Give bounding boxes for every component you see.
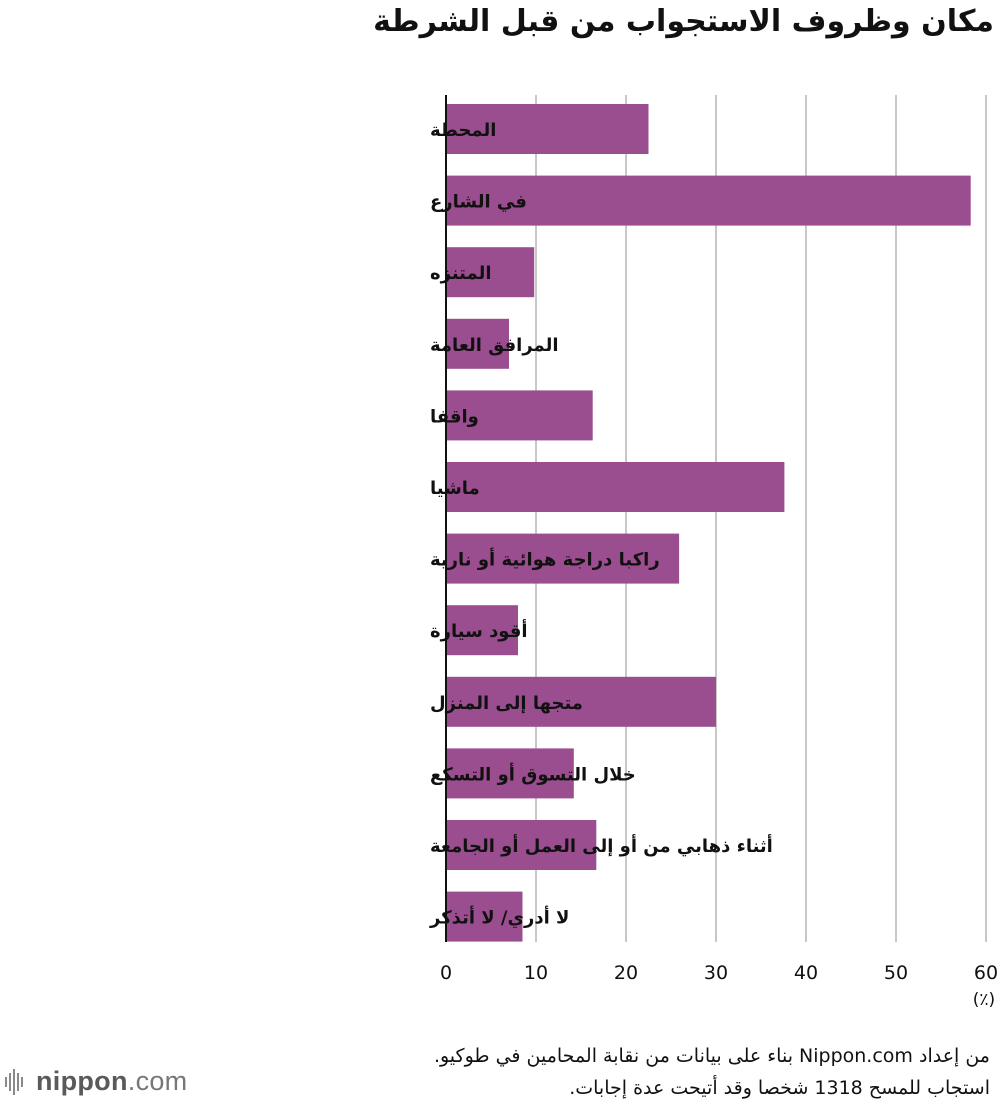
bar: [446, 462, 785, 512]
category-labels: المحطة في الشارع المتنزه المرافق العامة واقف…: [429, 120, 773, 929]
category-label: المرافق العامة: [430, 335, 559, 356]
category-label: أقود سيارة: [430, 619, 528, 642]
category-label: ماشيا: [430, 478, 480, 499]
x-axis-unit-label: (٪): [973, 990, 995, 1010]
bar: [446, 533, 680, 584]
bars: [446, 104, 971, 942]
footnote-source: من إعداد Nippon.com بناء على بيانات من ن…: [433, 1045, 990, 1067]
category-label: واقفا: [430, 406, 479, 427]
category-label: أثناء ذهابي من أو إلى العمل أو الجامعة: [430, 834, 773, 857]
x-tick-label: 50: [884, 962, 908, 984]
bar: [446, 676, 716, 727]
logo-name: nippon: [36, 1066, 128, 1096]
x-tick-label: 20: [614, 962, 638, 984]
x-tick-label: 60: [974, 962, 998, 984]
grid-lines: [535, 95, 987, 942]
category-label: خلال التسوق أو التسكع: [430, 762, 636, 785]
bar: [446, 390, 593, 441]
bar: [446, 104, 649, 154]
bar: [446, 175, 971, 226]
bar-chart: المحطة في الشارع المتنزه المرافق العامة واقف…: [429, 95, 998, 1010]
bar: [446, 605, 518, 656]
category-label: لا أدري/ لا أتذكر: [429, 906, 569, 929]
nippon-logo: nippon .com: [4, 1066, 187, 1097]
bar: [446, 247, 535, 298]
x-tick-label: 30: [704, 962, 728, 984]
bar: [446, 820, 597, 870]
category-label: متجها إلى المنزل: [430, 693, 583, 714]
category-label: المتنزه: [430, 263, 492, 284]
x-axis-ticks: 0 10 20 30 40 50 60: [440, 962, 998, 984]
x-tick-label: 0: [440, 962, 452, 984]
chart-title: مكان وظروف الاستجواب من قبل الشرطة: [373, 4, 994, 39]
bar: [446, 891, 523, 942]
x-tick-label: 40: [794, 962, 818, 984]
x-tick-label: 10: [524, 962, 548, 984]
logo-domain: .com: [127, 1066, 188, 1096]
bar: [446, 318, 509, 369]
category-label: في الشارع: [430, 192, 527, 213]
bar: [446, 748, 574, 799]
footnote: من إعداد Nippon.com بناء على بيانات من ن…: [434, 1040, 990, 1104]
category-label: المحطة: [430, 120, 496, 141]
logo-mark-icon: [5, 1068, 23, 1095]
footnote-respondents: استجاب للمسح 1318 شخصا وقد أتيحت عدة إجا…: [569, 1077, 990, 1099]
category-label: راكبا دراجة هوائية أو نارية: [430, 548, 660, 571]
